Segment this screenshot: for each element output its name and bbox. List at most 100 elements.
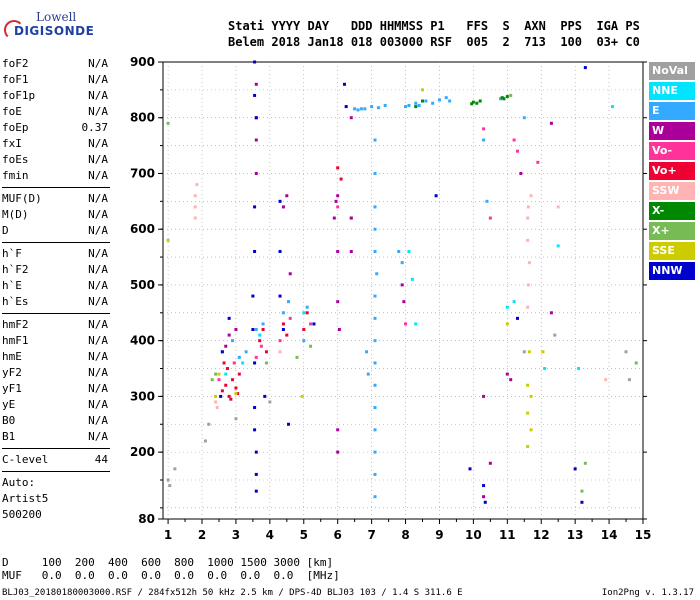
param-value: N/A xyxy=(88,279,108,292)
muf-distance-row: D 100 200 400 600 800 1000 1500 3000 [km… xyxy=(2,556,334,569)
ionogram-header: Stati YYYY DAY DDD HHMMSS P1 FFS S AXN P… xyxy=(228,18,640,50)
data-point xyxy=(402,300,406,304)
data-point xyxy=(254,82,258,86)
data-point xyxy=(373,294,377,298)
data-point xyxy=(241,361,245,365)
param-value: N/A xyxy=(88,57,108,70)
data-point xyxy=(336,249,340,253)
data-point xyxy=(254,472,258,476)
param-value: N/A xyxy=(88,350,108,363)
version-label: Ion2Png v. 1.3.17 xyxy=(601,588,694,598)
param-row: foEs N/A xyxy=(2,152,110,168)
param-row: h`F2 N/A xyxy=(2,262,110,278)
param-row: Auto: xyxy=(2,475,110,491)
data-point xyxy=(541,350,545,354)
logo-digisonde: DIGISONDE xyxy=(14,24,95,38)
param-name: foEp xyxy=(2,121,29,134)
data-point xyxy=(336,300,340,304)
muf-table: D 100 200 400 600 800 1000 1500 3000 [km… xyxy=(2,556,340,582)
data-point xyxy=(261,328,265,332)
param-row: foF1p N/A xyxy=(2,88,110,104)
data-point xyxy=(305,305,309,309)
data-point xyxy=(505,95,509,99)
data-point xyxy=(254,355,258,359)
data-point xyxy=(373,450,377,454)
data-point xyxy=(281,205,285,209)
data-point xyxy=(482,484,486,488)
param-name: 500200 xyxy=(2,508,42,521)
data-point xyxy=(448,99,452,103)
param-name: foF2 xyxy=(2,57,29,70)
file-info-footer: BLJ03_20180180003000.RSF / 284fx512h 50 … xyxy=(2,588,463,598)
data-point xyxy=(519,171,523,175)
param-value: N/A xyxy=(88,318,108,331)
param-row: MUF(D) N/A xyxy=(2,191,110,207)
data-point xyxy=(444,96,448,100)
data-point xyxy=(404,105,408,109)
data-point xyxy=(536,160,540,164)
param-name: hmF1 xyxy=(2,334,29,347)
data-point xyxy=(336,166,340,170)
data-point xyxy=(309,344,313,348)
data-point xyxy=(253,60,257,64)
param-value: N/A xyxy=(88,334,108,347)
param-name: h`F2 xyxy=(2,263,29,276)
data-point xyxy=(287,422,291,426)
data-point xyxy=(373,406,377,410)
data-point xyxy=(400,261,404,265)
data-point xyxy=(278,199,282,203)
data-point xyxy=(254,171,258,175)
param-value: 0.37 xyxy=(81,121,109,134)
data-point xyxy=(214,400,218,404)
legend-item-nnw: NNW xyxy=(649,262,695,280)
x-tick-label: 7 xyxy=(367,528,375,542)
data-point xyxy=(526,445,530,449)
data-point xyxy=(526,305,530,309)
x-tick-label: 9 xyxy=(435,528,443,542)
legend-item-sse: SSE xyxy=(649,242,695,260)
data-point xyxy=(505,305,509,309)
param-name: B0 xyxy=(2,414,16,427)
param-value: N/A xyxy=(88,169,108,182)
data-point xyxy=(227,333,231,337)
data-point xyxy=(373,361,377,365)
data-point xyxy=(195,183,199,187)
y-tick-label: 800 xyxy=(130,111,155,125)
data-point xyxy=(193,205,197,209)
x-tick-label: 3 xyxy=(232,528,240,542)
param-name: M(D) xyxy=(2,208,29,221)
scaled-parameters-panel: foF2 N/A foF1 N/A foF1p N/A foE N/A foEp 0.37 fxI N… xyxy=(2,56,110,523)
param-name: yE xyxy=(2,398,16,411)
data-point xyxy=(475,101,479,105)
data-point xyxy=(232,361,236,365)
param-row: D N/A xyxy=(2,223,110,239)
x-tick-label: 6 xyxy=(334,528,342,542)
param-name: h`E xyxy=(2,279,22,292)
data-point xyxy=(437,98,441,102)
data-point xyxy=(404,322,408,326)
y-tick-label: 200 xyxy=(130,445,155,459)
legend-item-vo-: Vo+ xyxy=(649,162,695,180)
param-name: Artist5 xyxy=(2,492,49,505)
x-tick-label: 2 xyxy=(198,528,206,542)
data-point xyxy=(251,294,255,298)
data-point xyxy=(577,367,581,371)
data-point xyxy=(193,194,197,198)
param-name: yF2 xyxy=(2,366,22,379)
y-tick-label: 400 xyxy=(130,334,155,348)
data-point xyxy=(281,328,285,332)
data-point xyxy=(549,311,553,315)
data-point xyxy=(414,105,418,109)
data-point xyxy=(417,103,421,107)
data-point xyxy=(342,82,346,86)
data-point xyxy=(349,216,353,220)
data-point xyxy=(254,450,258,454)
param-value: N/A xyxy=(88,247,108,260)
data-point xyxy=(373,428,377,432)
data-point xyxy=(482,127,486,131)
param-value: N/A xyxy=(88,105,108,118)
param-name: foF1p xyxy=(2,89,36,102)
data-point xyxy=(258,339,262,343)
param-separator xyxy=(2,471,110,472)
data-point xyxy=(312,322,316,326)
